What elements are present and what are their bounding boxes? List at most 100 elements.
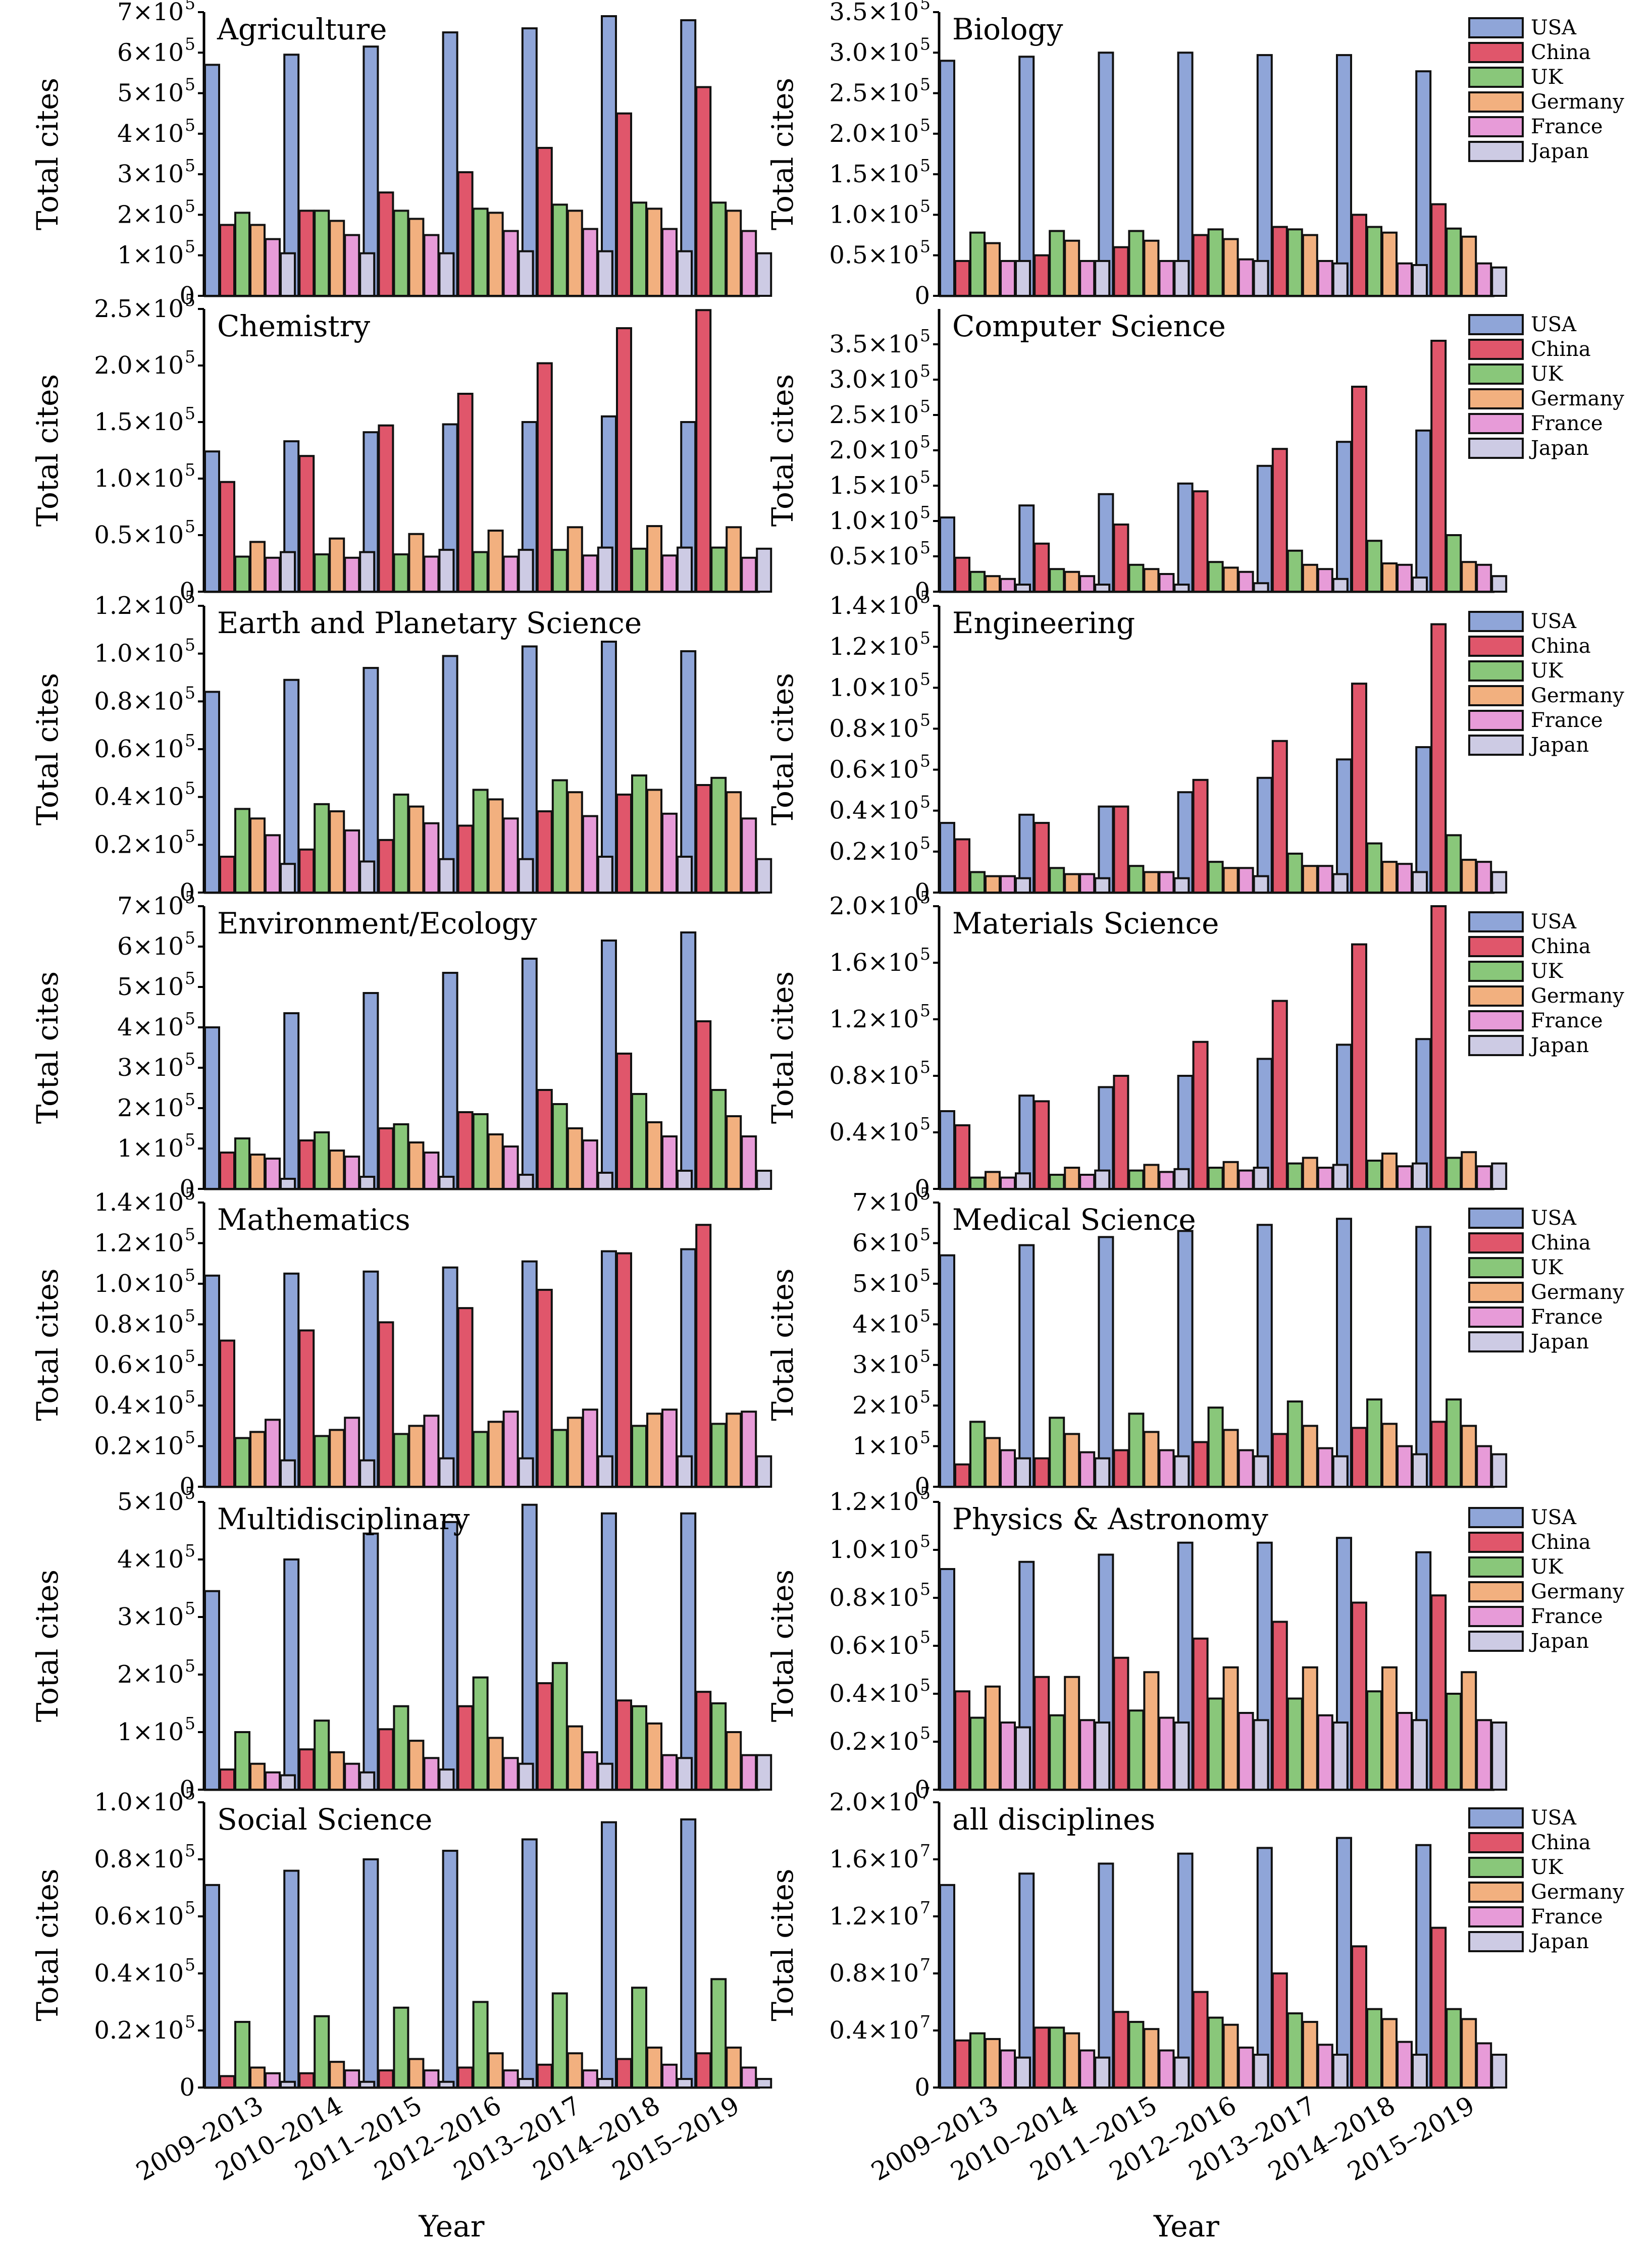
bar-uk-6 bbox=[710, 201, 727, 297]
y-tick-label: 1.4×10 bbox=[829, 592, 919, 620]
bar-japan-1 bbox=[1094, 1457, 1111, 1488]
legend-swatch-germany bbox=[1468, 685, 1524, 706]
bar-france-4 bbox=[1317, 1714, 1333, 1791]
bar-china-5 bbox=[616, 327, 632, 593]
bar-germany-3 bbox=[487, 2052, 504, 2089]
bar-germany-1 bbox=[329, 2061, 345, 2089]
bar-japan-4 bbox=[1332, 1722, 1349, 1791]
bar-china-5 bbox=[1351, 1427, 1367, 1488]
bar-japan-5 bbox=[677, 1455, 693, 1488]
y-tick-exponent: 5 bbox=[920, 396, 931, 416]
bar-france-1 bbox=[1079, 1174, 1096, 1190]
bar-japan-0 bbox=[1015, 1172, 1031, 1190]
bar-uk-4 bbox=[551, 1103, 568, 1190]
bar-usa-6 bbox=[680, 1248, 697, 1488]
y-tick-label: 0 bbox=[179, 1776, 195, 1804]
bar-france-0 bbox=[1000, 259, 1016, 297]
bar-japan-1 bbox=[359, 860, 376, 894]
legend-label-germany: Germany bbox=[1531, 1281, 1624, 1304]
bar-japan-5 bbox=[1412, 871, 1428, 894]
bar-france-0 bbox=[1000, 1722, 1016, 1791]
y-axis-label: Total cites bbox=[30, 78, 65, 230]
bar-uk-6 bbox=[710, 776, 727, 894]
bar-china-5 bbox=[616, 2058, 632, 2089]
legend-label-usa: USA bbox=[1531, 1506, 1577, 1529]
legend-label-germany: Germany bbox=[1531, 387, 1624, 410]
bar-france-3 bbox=[502, 1757, 519, 1791]
bar-uk-1 bbox=[1049, 1174, 1065, 1190]
y-tick-label: 3×10 bbox=[117, 160, 184, 188]
y-tick-label: 0 bbox=[179, 282, 195, 310]
y-tick-exponent: 5 bbox=[920, 237, 931, 256]
y-tick-exponent: 5 bbox=[185, 196, 195, 216]
y-tick-label: 0.8×10 bbox=[829, 1584, 919, 1612]
y-tick-exponent: 5 bbox=[185, 1598, 195, 1618]
y-tick-label: 3×10 bbox=[117, 1054, 184, 1082]
bar-germany-0 bbox=[249, 541, 266, 593]
bar-china-3 bbox=[457, 824, 474, 894]
bar-france-1 bbox=[1079, 259, 1096, 297]
bar-china-4 bbox=[536, 1288, 553, 1488]
bar-usa-2 bbox=[363, 1858, 379, 2089]
y-tick-exponent: 5 bbox=[920, 538, 931, 557]
bar-japan-0 bbox=[1015, 584, 1031, 593]
bar-germany-2 bbox=[408, 1740, 425, 1791]
bar-uk-0 bbox=[969, 570, 986, 593]
bar-usa-6 bbox=[1415, 70, 1432, 297]
bar-germany-4 bbox=[1302, 865, 1318, 894]
y-tick-label: 2×10 bbox=[117, 1660, 184, 1689]
bar-france-4 bbox=[582, 554, 598, 593]
bar-japan-2 bbox=[438, 858, 455, 894]
bar-france-3 bbox=[502, 230, 519, 297]
bar-china-1 bbox=[298, 210, 315, 297]
bar-germany-6 bbox=[1461, 235, 1477, 297]
y-tick-exponent: 5 bbox=[185, 1955, 195, 1974]
bar-japan-1 bbox=[1094, 1722, 1111, 1791]
y-tick-label: 0.5×10 bbox=[94, 521, 184, 549]
bar-usa-0 bbox=[204, 1274, 220, 1488]
bar-france-3 bbox=[502, 1411, 519, 1488]
bar-japan-4 bbox=[597, 250, 613, 297]
legend-label-france: France bbox=[1531, 1306, 1603, 1329]
bar-uk-3 bbox=[472, 1113, 489, 1190]
bar-usa-5 bbox=[601, 940, 617, 1190]
bar-japan-5 bbox=[1412, 2054, 1428, 2089]
bar-japan-2 bbox=[1173, 259, 1190, 297]
bar-germany-0 bbox=[985, 242, 1001, 297]
y-tick-exponent: 5 bbox=[920, 1265, 931, 1285]
bar-germany-0 bbox=[985, 2038, 1001, 2089]
legend-swatch-china bbox=[1468, 936, 1524, 957]
bar-japan-2 bbox=[438, 2080, 455, 2089]
bar-uk-2 bbox=[393, 210, 409, 297]
legend-swatch-japan bbox=[1468, 1331, 1524, 1352]
y-tick-exponent: 5 bbox=[185, 1841, 195, 1860]
bar-china-1 bbox=[1034, 1457, 1050, 1488]
y-tick-exponent: 5 bbox=[920, 1306, 931, 1325]
bar-china-3 bbox=[1192, 1991, 1209, 2089]
legend-swatch-usa bbox=[1468, 611, 1524, 632]
y-tick-exponent: 5 bbox=[185, 1009, 195, 1028]
y-tick-exponent: 5 bbox=[920, 751, 931, 771]
panel-title: Biology bbox=[952, 12, 1063, 46]
bar-uk-3 bbox=[472, 1676, 489, 1791]
bar-uk-0 bbox=[234, 1137, 250, 1190]
y-tick-label: 5×10 bbox=[117, 79, 184, 108]
bar-japan-0 bbox=[280, 1459, 296, 1488]
y-tick-label: 1.5×10 bbox=[829, 160, 919, 188]
y-tick-label: 1.5×10 bbox=[829, 472, 919, 500]
y-tick-exponent: 5 bbox=[920, 1483, 931, 1503]
bar-japan-4 bbox=[1332, 262, 1349, 297]
y-tick-label: 0 bbox=[914, 2073, 930, 2102]
bar-japan-2 bbox=[1173, 877, 1190, 894]
bar-uk-2 bbox=[1128, 1709, 1145, 1791]
bar-china-2 bbox=[378, 1127, 394, 1190]
bar-uk-3 bbox=[472, 1431, 489, 1488]
bar-japan-4 bbox=[597, 2078, 613, 2089]
bar-uk-0 bbox=[234, 2021, 250, 2089]
bar-china-2 bbox=[1113, 2011, 1129, 2089]
bar-uk-2 bbox=[393, 1705, 409, 1791]
legend-swatch-france bbox=[1468, 1010, 1524, 1031]
y-axis-label: Total cites bbox=[765, 1868, 800, 2021]
